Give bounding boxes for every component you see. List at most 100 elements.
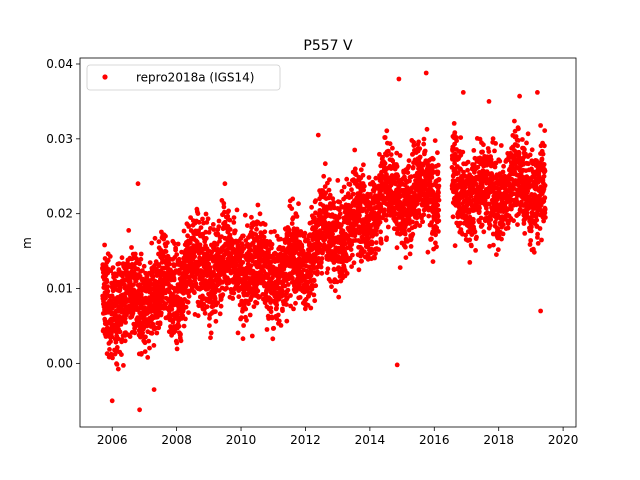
data-point: [421, 212, 427, 218]
data-point: [452, 130, 458, 136]
data-point: [469, 243, 474, 249]
data-point: [471, 148, 477, 153]
data-point: [498, 143, 504, 148]
data-point: [227, 217, 233, 223]
data-point: [327, 192, 333, 198]
data-point: [490, 231, 496, 237]
data-point: [524, 210, 530, 216]
data-point: [542, 210, 548, 216]
data-point: [359, 258, 364, 264]
data-point: [192, 290, 197, 296]
data-point: [215, 231, 221, 237]
data-point: [529, 147, 535, 153]
data-point: [231, 215, 237, 221]
data-point: [518, 171, 524, 177]
data-point-outlier: [315, 132, 321, 138]
data-point: [450, 214, 456, 220]
data-point: [345, 191, 351, 197]
data-point: [491, 242, 496, 248]
data-point: [216, 218, 222, 224]
data-point: [232, 228, 238, 234]
data-point: [477, 136, 483, 142]
data-point: [290, 275, 295, 281]
data-point: [394, 245, 400, 251]
data-point: [539, 237, 544, 243]
data-point: [200, 274, 206, 280]
data-point: [230, 296, 236, 301]
data-point: [278, 236, 283, 242]
data-point: [436, 177, 442, 182]
data-point: [308, 305, 314, 311]
data-point: [242, 212, 248, 218]
data-point: [357, 213, 362, 218]
data-point: [183, 316, 188, 322]
data-point: [382, 207, 387, 213]
data-point: [274, 302, 280, 308]
data-point: [311, 278, 317, 284]
data-point: [494, 252, 499, 257]
data-point: [297, 295, 303, 300]
data-point: [321, 173, 327, 179]
data-point: [473, 248, 478, 253]
data-point: [384, 235, 389, 241]
data-point: [211, 227, 217, 232]
data-point: [176, 323, 182, 329]
data-point-outlier: [460, 90, 466, 95]
data-point: [157, 320, 163, 326]
data-point: [169, 306, 175, 312]
data-point: [147, 345, 152, 351]
data-point: [451, 121, 457, 126]
data-point: [477, 219, 482, 225]
data-point: [481, 229, 487, 235]
data-point: [156, 239, 162, 245]
data-point: [318, 213, 323, 219]
data-point: [339, 222, 344, 228]
data-point: [131, 282, 137, 287]
data-points: [100, 70, 548, 413]
data-point: [435, 202, 441, 208]
data-point: [377, 151, 382, 157]
data-point: [542, 207, 548, 212]
data-point: [435, 213, 441, 219]
data-point: [141, 263, 147, 269]
data-point: [125, 270, 131, 276]
data-point: [255, 288, 261, 294]
data-point: [352, 147, 358, 153]
data-point: [196, 219, 202, 225]
data-point: [149, 330, 155, 336]
data-point: [102, 242, 107, 248]
data-point: [531, 249, 537, 255]
data-point: [497, 158, 503, 164]
data-point: [361, 162, 366, 168]
data-point: [397, 265, 403, 270]
data-point: [213, 309, 218, 314]
data-point: [528, 228, 534, 234]
data-point: [291, 306, 296, 312]
data-point: [105, 288, 111, 294]
data-point: [374, 231, 379, 237]
data-point: [236, 294, 242, 300]
data-point: [529, 224, 534, 230]
data-point: [372, 255, 377, 261]
data-point: [538, 123, 543, 128]
data-point: [361, 187, 366, 193]
data-point: [104, 279, 110, 285]
data-point: [534, 217, 540, 223]
plot-frame: [79, 57, 577, 428]
data-point: [343, 194, 349, 200]
data-point: [410, 219, 415, 225]
x-tick-label: 2006: [97, 433, 128, 447]
data-point: [402, 231, 408, 237]
y-tick-label: 0.02: [46, 207, 73, 221]
data-point-outlier: [137, 407, 143, 413]
data-point: [261, 234, 267, 240]
data-point: [509, 176, 515, 182]
data-point: [525, 131, 531, 137]
data-point: [344, 271, 350, 276]
data-point: [505, 225, 511, 231]
data-point: [226, 208, 232, 214]
data-point: [415, 201, 420, 207]
data-point: [201, 301, 207, 307]
data-point: [289, 221, 295, 226]
data-point: [484, 205, 489, 211]
